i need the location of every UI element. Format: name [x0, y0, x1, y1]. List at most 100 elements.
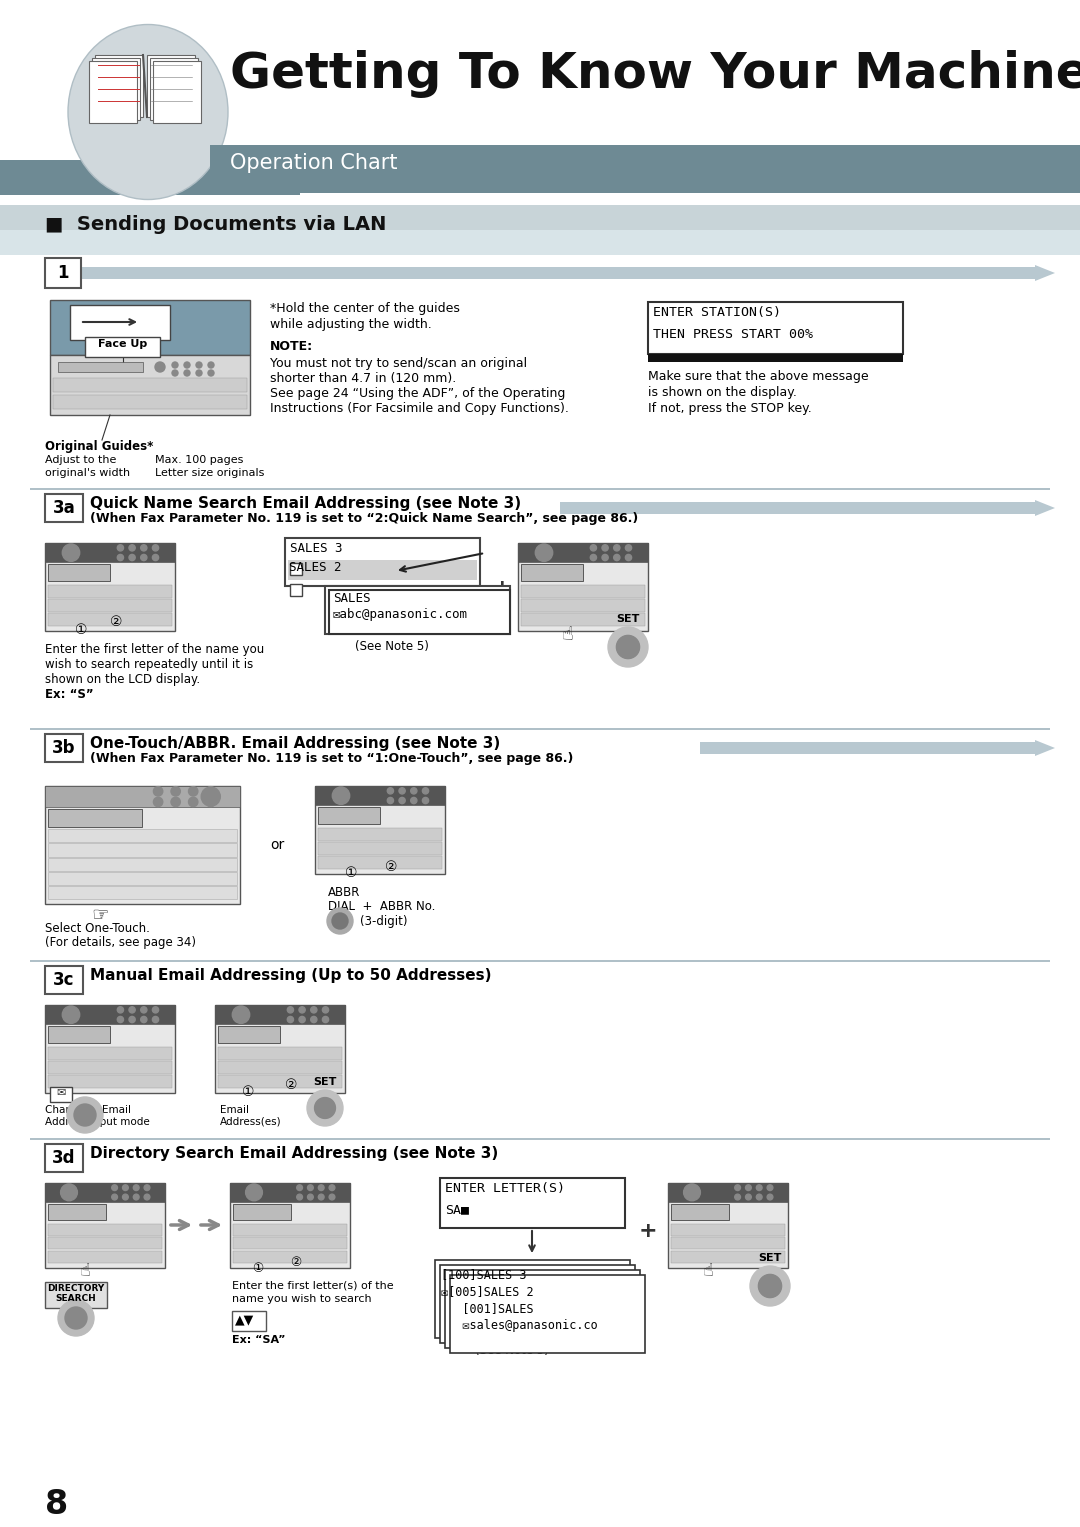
Text: or: or [270, 838, 284, 852]
Text: shown on the LCD display.: shown on the LCD display. [45, 673, 200, 686]
Bar [48, 1048, 172, 1060]
Circle shape [399, 797, 405, 803]
Circle shape [171, 797, 180, 806]
Text: Directory Search Email Addressing (see Note 3): Directory Search Email Addressing (see N… [90, 1145, 498, 1161]
Bar [230, 1183, 350, 1267]
Text: (See Note 5): (See Note 5) [475, 1344, 549, 1358]
Bar [669, 1183, 788, 1202]
Text: original's width: original's width [45, 467, 130, 478]
Text: 1: 1 [57, 264, 69, 282]
Bar [440, 1177, 625, 1228]
Bar [45, 1283, 107, 1309]
Circle shape [206, 786, 215, 796]
Bar [233, 1223, 347, 1235]
Circle shape [245, 1183, 262, 1200]
Circle shape [299, 1017, 306, 1023]
Bar [89, 61, 137, 124]
Circle shape [152, 1006, 159, 1012]
Circle shape [399, 788, 405, 794]
Circle shape [602, 545, 608, 551]
Bar [45, 258, 81, 289]
Ellipse shape [68, 24, 228, 200]
Circle shape [208, 362, 214, 368]
Text: (When Fax Parameter No. 119 is set to “2:Quick Name Search”, see page 86.): (When Fax Parameter No. 119 is set to “2… [90, 512, 638, 525]
Bar [435, 1260, 630, 1338]
Text: Enter the first letter(s) of the: Enter the first letter(s) of the [232, 1281, 393, 1290]
Text: SALES 3: SALES 3 [291, 542, 342, 554]
Text: DIRECTORY: DIRECTORY [48, 1284, 105, 1293]
Text: 3c: 3c [53, 971, 75, 989]
Circle shape [58, 1299, 94, 1336]
Bar [45, 1005, 175, 1025]
Circle shape [118, 554, 123, 560]
Bar [48, 858, 237, 870]
Circle shape [152, 554, 159, 560]
Text: ②: ② [384, 860, 397, 873]
Bar [0, 205, 1080, 255]
Circle shape [734, 1185, 741, 1191]
Text: ✉sales@panasonic.co: ✉sales@panasonic.co [441, 1319, 597, 1332]
Bar [48, 843, 237, 857]
Bar [150, 58, 198, 121]
Circle shape [422, 788, 429, 794]
Text: 3a: 3a [53, 499, 76, 518]
Bar [218, 1048, 342, 1060]
Text: ▲▼: ▲▼ [235, 1313, 254, 1325]
Bar [0, 160, 300, 195]
Circle shape [756, 1194, 762, 1200]
Circle shape [172, 362, 178, 368]
Bar [48, 614, 172, 626]
Text: Original Guides*: Original Guides* [45, 440, 153, 454]
Bar [218, 1075, 342, 1087]
Circle shape [63, 544, 80, 562]
Bar [45, 786, 240, 904]
Circle shape [133, 1194, 139, 1200]
Circle shape [65, 1307, 87, 1328]
Circle shape [327, 909, 353, 935]
Bar [671, 1251, 785, 1263]
Bar [48, 809, 141, 828]
Text: Make sure that the above message: Make sure that the above message [648, 370, 868, 383]
Circle shape [750, 1266, 789, 1306]
Bar [230, 1183, 350, 1202]
Text: Manual Email Addressing (Up to 50 Addresses): Manual Email Addressing (Up to 50 Addres… [90, 968, 491, 983]
Circle shape [111, 1194, 118, 1200]
Bar [0, 231, 1080, 255]
Bar [671, 1223, 785, 1235]
Circle shape [140, 545, 147, 551]
Bar [518, 544, 648, 562]
Circle shape [745, 1194, 752, 1200]
Text: ②: ② [291, 1257, 301, 1269]
Bar [521, 614, 645, 626]
Circle shape [201, 786, 220, 806]
Bar [669, 1183, 788, 1267]
Text: (When Fax Parameter No. 119 is set to “1:One-Touch”, see page 86.): (When Fax Parameter No. 119 is set to “1… [90, 751, 573, 765]
Bar [81, 267, 1035, 279]
Text: You must not try to send/scan an original: You must not try to send/scan an origina… [270, 357, 527, 370]
Bar [233, 1251, 347, 1263]
Bar [648, 354, 903, 362]
Circle shape [63, 1006, 80, 1023]
Circle shape [308, 1194, 313, 1200]
Bar [50, 1087, 72, 1102]
Circle shape [129, 554, 135, 560]
Bar [48, 1203, 106, 1220]
Circle shape [536, 544, 553, 562]
Text: SALES: SALES [333, 592, 370, 605]
Text: ☝: ☝ [562, 625, 573, 644]
Text: Ex: “SA”: Ex: “SA” [232, 1335, 285, 1345]
Circle shape [745, 1185, 752, 1191]
Text: Adjust to the: Adjust to the [45, 455, 117, 466]
Bar [325, 586, 510, 634]
Circle shape [129, 1006, 135, 1012]
Circle shape [322, 1006, 328, 1012]
Circle shape [608, 628, 648, 667]
Text: ENTER LETTER(S): ENTER LETTER(S) [445, 1182, 565, 1196]
Circle shape [617, 635, 639, 658]
Bar [521, 585, 645, 597]
Bar [521, 565, 583, 580]
Bar [210, 145, 1080, 192]
Text: Address(es): Address(es) [220, 1116, 282, 1127]
Text: ENTER STATION(S): ENTER STATION(S) [653, 305, 781, 319]
Circle shape [388, 788, 393, 794]
